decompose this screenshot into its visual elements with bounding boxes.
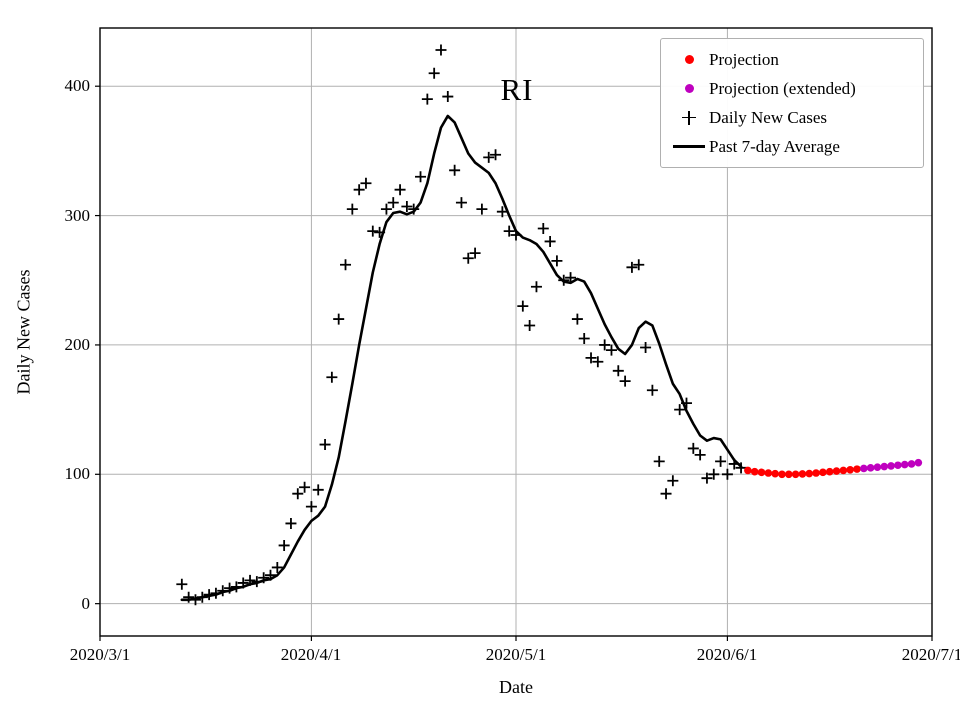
plus-marker-icon — [682, 110, 696, 125]
series-past-7-day-average — [180, 114, 743, 602]
legend-item-label: Projection (extended) — [709, 79, 856, 98]
plot-frame — [99, 27, 933, 637]
legend-marker-cell — [669, 55, 709, 64]
x-axis-label: Date — [499, 677, 533, 697]
legend-marker-cell — [669, 84, 709, 93]
y-tick-label: 300 — [64, 206, 91, 225]
tick-marks — [95, 85, 933, 641]
series-projection-extended- — [860, 458, 923, 473]
y-tick-label: 400 — [64, 76, 91, 95]
x-tick-label: 2020/4/1 — [280, 645, 342, 664]
legend-item-projection-extended: Projection (extended) — [669, 75, 915, 102]
red-dot-icon — [684, 55, 694, 64]
y-tick-label: 100 — [64, 464, 91, 483]
series-projection — [744, 465, 861, 479]
magenta-dot-icon — [684, 84, 694, 93]
y-tick-label: 0 — [81, 594, 91, 613]
legend: Projection Projection (extended) Daily N… — [660, 38, 924, 168]
y-axis-label: Daily New Cases — [13, 269, 34, 395]
x-tick-label: 2020/5/1 — [485, 645, 547, 664]
legend-item-past-7-day-average: Past 7-day Average — [669, 133, 915, 160]
legend-item-label: Projection — [709, 50, 779, 69]
legend-item-projection: Projection — [669, 46, 915, 73]
legend-item-daily-new-cases: Daily New Cases — [669, 104, 915, 131]
x-tick-label: 2020/7/1 — [901, 645, 960, 664]
x-tick-label: 2020/6/1 — [696, 645, 758, 664]
y-tick-label: 200 — [64, 335, 91, 354]
legend-item-label: Past 7-day Average — [709, 137, 840, 156]
legend-item-label: Daily New Cases — [709, 108, 828, 127]
legend-marker-cell — [669, 110, 709, 125]
chart-title: RI — [500, 72, 534, 107]
x-tick-label: 2020/3/1 — [69, 645, 131, 664]
line-marker-icon — [673, 145, 705, 148]
legend-marker-cell — [669, 145, 709, 148]
